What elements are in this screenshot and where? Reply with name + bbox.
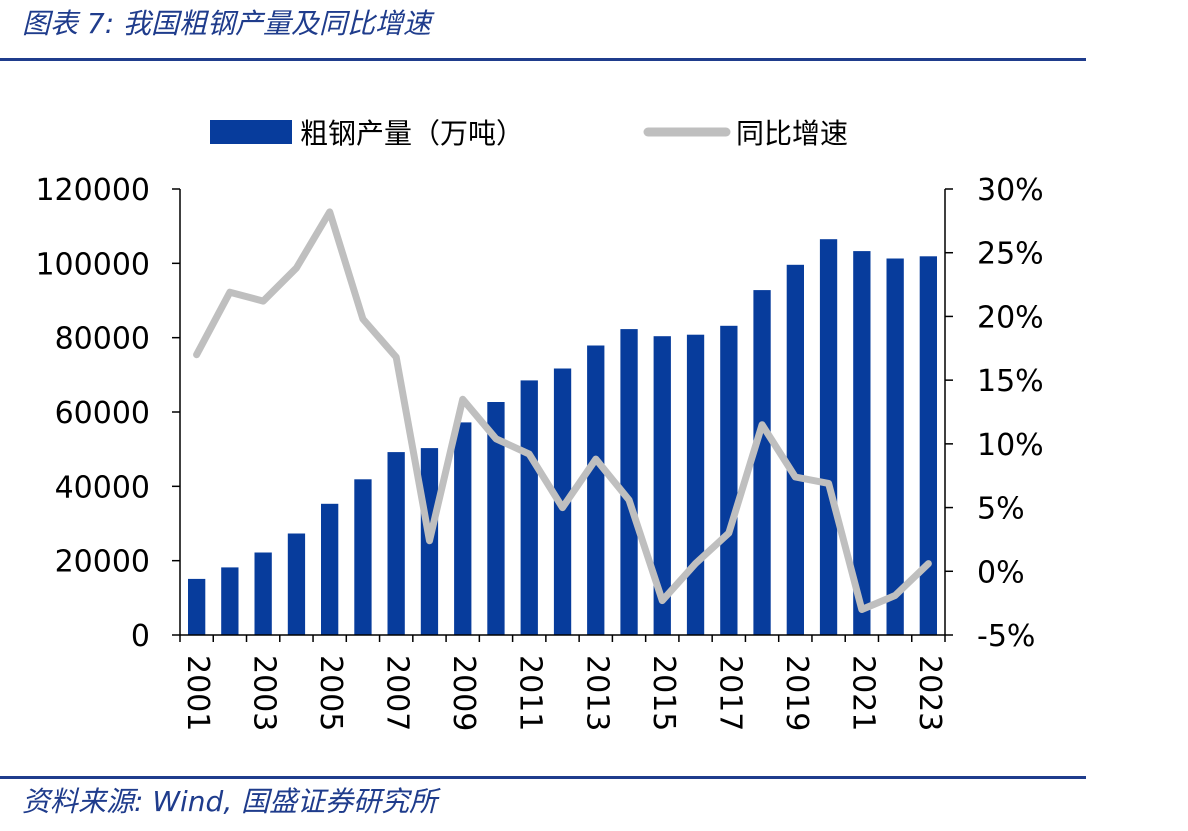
bar: [753, 290, 771, 635]
left-tick-label: 120000: [35, 173, 150, 208]
bar: [587, 345, 605, 635]
x-tick-label: 2021: [845, 655, 880, 731]
left-tick-label: 0: [131, 619, 150, 654]
right-tick-label: 5%: [977, 492, 1025, 527]
bar: [188, 578, 206, 635]
x-tick-label: 2015: [646, 655, 681, 731]
right-tick-label: 20%: [977, 300, 1044, 335]
left-tick-label: 100000: [35, 247, 150, 282]
left-tick-label: 80000: [55, 322, 150, 357]
x-tick-label: 2001: [180, 655, 215, 731]
bar: [653, 336, 671, 635]
legend-line-label: 同比增速: [736, 117, 848, 150]
legend-bar-swatch: [210, 120, 292, 144]
bar: [221, 567, 239, 635]
right-tick-label: 0%: [977, 555, 1025, 590]
legend: 粗钢产量（万吨） 同比增速: [210, 117, 848, 150]
bar: [354, 479, 372, 635]
bottom-rule: [0, 776, 1086, 779]
x-tick-label: 2005: [313, 655, 348, 731]
bar: [520, 380, 538, 635]
x-tick-label: 2023: [912, 655, 947, 731]
bar: [387, 452, 405, 635]
x-tick-label: 2019: [779, 655, 814, 731]
x-tick-label: 2007: [380, 655, 415, 731]
bar: [686, 334, 705, 635]
line-series: [193, 208, 932, 613]
right-tick-label: 15%: [977, 364, 1044, 399]
right-tick-label: -5%: [977, 619, 1035, 654]
left-tick-label: 60000: [55, 396, 150, 431]
bar: [254, 552, 272, 635]
bar: [853, 251, 871, 635]
bar: [886, 258, 904, 635]
x-tick-label: 2003: [247, 655, 282, 731]
left-tick-label: 20000: [55, 545, 150, 580]
left-tick-label: 40000: [55, 470, 150, 505]
figure-title: 图表 7: 我国粗钢产量及同比增速: [22, 7, 432, 40]
source-note: 资料来源: Wind, 国盛证券研究所: [22, 785, 438, 818]
x-tick-label: 2017: [712, 655, 747, 731]
bar: [487, 402, 505, 635]
bar: [620, 329, 638, 635]
bar: [786, 264, 804, 635]
right-tick-label: 25%: [977, 237, 1044, 272]
x-tick-label: 2009: [446, 655, 481, 731]
right-tick-label: 30%: [977, 173, 1044, 208]
bar-series: [188, 239, 937, 635]
legend-bar-label: 粗钢产量（万吨）: [300, 117, 524, 150]
bar: [919, 256, 937, 635]
right-tick-label: 10%: [977, 428, 1044, 463]
bar: [819, 239, 838, 635]
x-tick-label: 2011: [513, 655, 548, 731]
top-rule: [0, 58, 1086, 61]
x-tick-label: 2013: [579, 655, 614, 731]
bar: [454, 422, 472, 635]
axes: 0 20000 40000 60000 80000 100000 120000 -5% 0% 5%…: [35, 173, 1043, 731]
bar: [287, 533, 306, 635]
bar: [720, 325, 738, 635]
bar: [321, 503, 339, 635]
